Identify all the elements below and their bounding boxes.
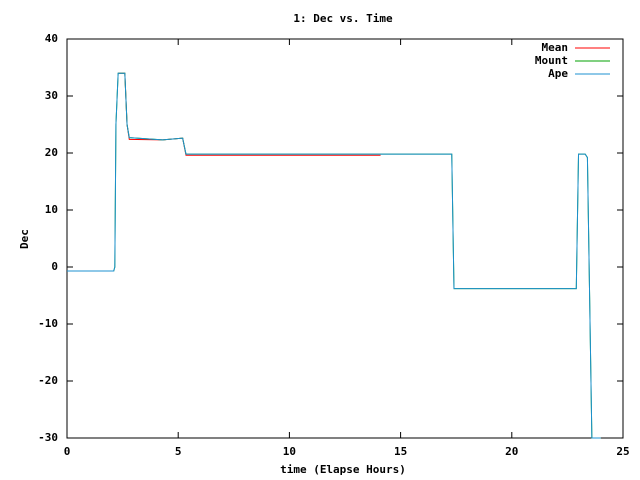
series-line <box>67 72 601 439</box>
legend-label: Ape <box>548 67 568 80</box>
y-tick-label: 20 <box>45 146 58 159</box>
x-tick-label: 15 <box>394 445 407 458</box>
y-tick-label: 10 <box>45 203 58 216</box>
x-axis-label: time (Elapse Hours) <box>280 463 406 476</box>
legend-label: Mount <box>535 54 568 67</box>
y-tick-label: -10 <box>38 317 58 330</box>
x-tick-label: 0 <box>64 445 71 458</box>
y-tick-label: -30 <box>38 431 58 444</box>
x-tick-label: 20 <box>505 445 518 458</box>
x-tick-label: 25 <box>616 445 629 458</box>
chart-title: 1: Dec vs. Time <box>293 12 393 25</box>
y-tick-label: 0 <box>51 260 58 273</box>
y-tick-label: -20 <box>38 374 58 387</box>
legend-label: Mean <box>542 41 569 54</box>
y-tick-label: 40 <box>45 32 58 45</box>
y-axis-label: Dec <box>18 229 31 249</box>
x-tick-label: 10 <box>283 445 296 458</box>
plot-border <box>66 38 624 439</box>
y-tick-label: 30 <box>45 89 58 102</box>
x-tick-label: 5 <box>175 445 182 458</box>
